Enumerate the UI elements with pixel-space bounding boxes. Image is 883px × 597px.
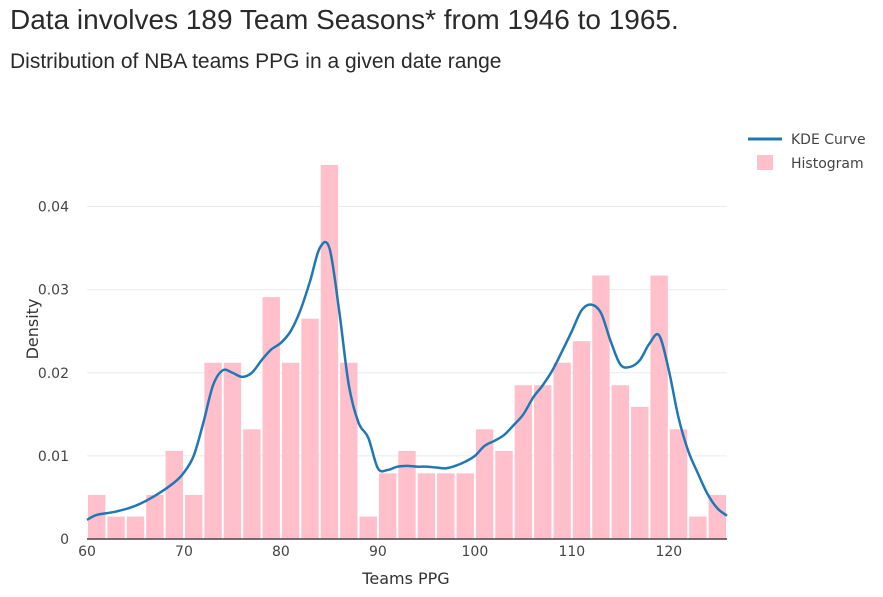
histogram-bar[interactable] <box>631 406 649 539</box>
histogram-bar[interactable] <box>475 429 494 539</box>
histogram-bar[interactable] <box>243 429 261 539</box>
histogram-bar[interactable] <box>708 494 726 539</box>
x-tick-label: 80 <box>272 544 290 560</box>
histogram-bar[interactable] <box>359 516 377 539</box>
histogram-bar[interactable] <box>437 473 455 539</box>
histogram-bar[interactable] <box>611 385 630 539</box>
x-tick-label: 60 <box>78 544 96 560</box>
histogram-bar[interactable] <box>398 450 416 539</box>
histogram-bar[interactable] <box>572 341 591 539</box>
histogram-bar[interactable] <box>301 318 319 539</box>
x-axis-title: Teams PPG <box>361 569 449 588</box>
x-tick-label: 70 <box>175 544 193 560</box>
histogram-bar[interactable] <box>146 494 164 539</box>
chart-title: Data involves 189 Team Seasons* from 194… <box>10 4 679 35</box>
y-tick-label: 0.03 <box>38 283 69 299</box>
legend-kde-label[interactable]: KDE Curve <box>791 132 866 148</box>
y-tick-label: 0.01 <box>38 449 69 465</box>
chart-subtitle: Distribution of NBA teams PPG in a given… <box>10 50 502 73</box>
histogram-bar[interactable] <box>689 516 707 539</box>
x-tick-label: 100 <box>462 544 489 560</box>
histogram-bar[interactable] <box>592 275 610 539</box>
histogram-bar[interactable] <box>88 494 106 539</box>
histogram-bar[interactable] <box>262 297 280 539</box>
histogram-bar[interactable] <box>534 385 552 539</box>
x-tick-label: 120 <box>655 544 682 560</box>
axes: 0 0.01 0.02 0.03 0.04 60 70 80 90 100 110 120 <box>38 200 727 560</box>
histogram-bar[interactable] <box>514 385 533 539</box>
kde-curve-layer <box>86 240 728 521</box>
histogram-bar[interactable] <box>417 473 436 539</box>
histogram-bar[interactable] <box>669 429 688 539</box>
histogram-bar[interactable] <box>165 450 183 539</box>
legend-histogram-swatch <box>757 155 773 170</box>
legend-histogram-label[interactable]: Histogram <box>791 156 864 172</box>
histogram-bar[interactable] <box>126 516 145 539</box>
histogram-bar[interactable] <box>456 473 474 539</box>
histogram-bar[interactable] <box>378 473 397 539</box>
grid-lines <box>87 206 727 457</box>
histogram-bar[interactable] <box>495 450 513 539</box>
y-tick-label: 0.02 <box>38 366 69 382</box>
histogram-bar[interactable] <box>650 275 668 539</box>
x-tick-label: 90 <box>369 544 387 560</box>
y-axis-title: Density <box>23 299 42 360</box>
histogram-bar[interactable] <box>204 362 222 539</box>
histogram-bar[interactable] <box>320 164 339 539</box>
histogram-bars <box>88 164 726 539</box>
histogram-bar[interactable] <box>223 362 242 539</box>
kde-curve-line[interactable] <box>86 240 728 521</box>
histogram-bar[interactable] <box>553 362 571 539</box>
legend[interactable]: KDE Curve Histogram <box>748 132 866 172</box>
histogram-bar[interactable] <box>107 516 125 539</box>
histogram-bar[interactable] <box>281 362 300 539</box>
y-tick-label: 0 <box>60 532 69 548</box>
x-tick-label: 110 <box>558 544 585 560</box>
histogram-bar[interactable] <box>184 494 203 539</box>
y-tick-label: 0.04 <box>38 200 69 216</box>
